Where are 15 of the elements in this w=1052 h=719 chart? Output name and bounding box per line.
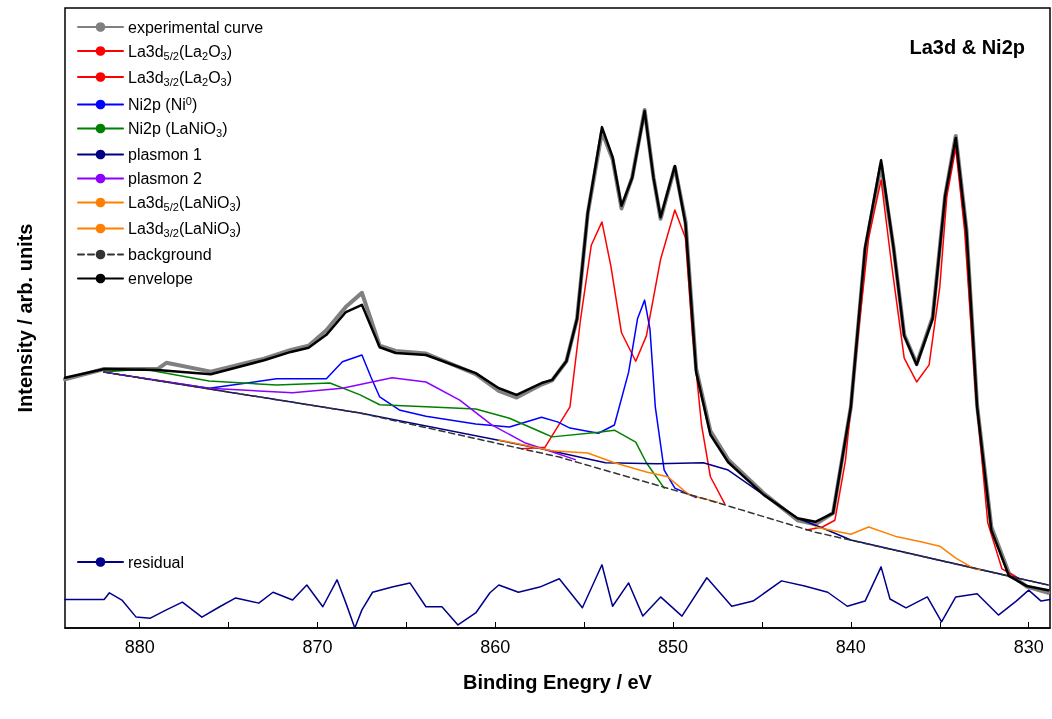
x-tick-label: 860 xyxy=(480,637,511,657)
legend-label: plasmon 2 xyxy=(128,170,202,187)
x-axis-title: Binding Enegry / eV xyxy=(463,671,653,693)
legend-label: plasmon 1 xyxy=(128,146,202,163)
chart-title: La3d & Ni2p xyxy=(909,36,1025,58)
x-tick-label: 840 xyxy=(835,637,866,657)
x-tick-label: 870 xyxy=(302,637,333,657)
x-tick-label: 880 xyxy=(124,637,155,657)
legend-label: background xyxy=(128,246,212,263)
x-tick-label: 850 xyxy=(658,637,689,657)
y-axis-title: Intensity / arb. units xyxy=(14,223,36,413)
legend-label: envelope xyxy=(128,270,194,287)
legend-label: residual xyxy=(128,553,185,571)
legend-label: experimental curve xyxy=(128,18,264,36)
x-tick-label: 830 xyxy=(1013,637,1044,657)
